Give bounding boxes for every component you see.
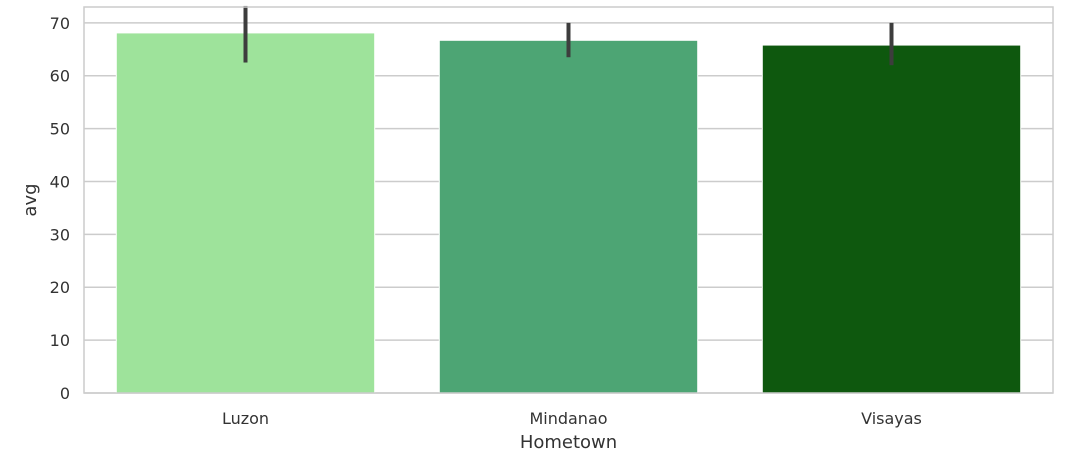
y-axis-title: avg: [20, 183, 41, 216]
x-tick-labels: Luzon Mindanao Visayas: [222, 409, 922, 428]
y-tick-label: 40: [50, 172, 70, 191]
x-tick-label: Mindanao: [529, 409, 607, 428]
y-tick-label: 10: [50, 331, 70, 350]
y-tick-labels: 0 10 20 30 40 50 60 70: [50, 14, 70, 403]
y-tick-label: 70: [50, 14, 70, 33]
bar-visayas: [761, 44, 1022, 394]
y-tick-label: 0: [60, 384, 70, 403]
error-bars: [243, 5, 894, 66]
bars: [115, 32, 1022, 394]
y-tick-label: 50: [50, 120, 70, 139]
bar-mindanao: [438, 39, 699, 394]
plot-frame: [83, 6, 1054, 394]
y-tick-label: 20: [50, 278, 70, 297]
y-tick-label: 60: [50, 67, 70, 86]
bar-luzon: [115, 32, 376, 394]
x-axis-title: Hometown: [520, 432, 617, 453]
y-tick-label: 30: [50, 225, 70, 244]
x-tick-label: Luzon: [222, 409, 269, 428]
x-tick-label: Visayas: [861, 409, 922, 428]
